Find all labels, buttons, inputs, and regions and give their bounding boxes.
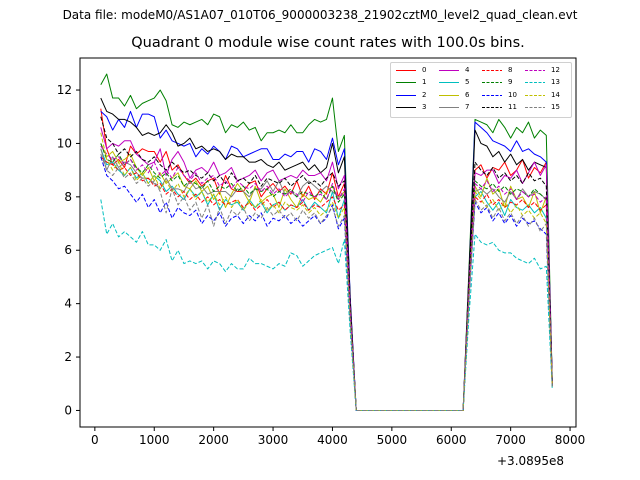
x-axis-offset-label: +3.0895e8 (497, 454, 565, 468)
legend-label: 7 (465, 103, 470, 112)
series-line-0 (100, 108, 553, 411)
legend-label: 3 (422, 103, 427, 112)
series-line-10 (100, 156, 553, 411)
series-line-3 (100, 97, 553, 411)
series-line-14 (100, 132, 553, 411)
legend-swatch (482, 70, 502, 71)
x-tick-label: 5000 (377, 433, 408, 447)
chart-legend: 0 1 2 3 4 5 6 7 8 9 10 11 12 13 14 15 (390, 62, 572, 118)
series-line-9 (100, 143, 553, 411)
legend-label: 11 (508, 103, 517, 112)
x-tick-label: 2000 (198, 433, 229, 447)
x-axis-ticks: 0 1000 2000 3000 4000 5000 6000 7000 8000 (91, 427, 585, 447)
legend-label: 8 (508, 66, 513, 74)
y-tick-label: 10 (57, 136, 72, 150)
legend-swatch (482, 94, 502, 96)
legend-swatch (439, 107, 459, 109)
legend-label: 1 (422, 78, 427, 87)
x-tick-label: 7000 (495, 433, 526, 447)
series-line-2 (100, 110, 553, 411)
x-tick-label: 1000 (139, 433, 170, 447)
chart-title: Quadrant 0 module wise count rates with … (131, 35, 525, 51)
legend-swatch (525, 82, 545, 84)
legend-swatch (396, 107, 416, 109)
legend-swatch (396, 82, 416, 84)
legend-label: 9 (508, 78, 513, 87)
axes-border (79, 57, 577, 428)
y-tick-label: 4 (64, 297, 72, 311)
legend-swatch (396, 70, 416, 71)
legend-swatch (482, 107, 502, 109)
figure-suptitle: Data file: modeM0/AS1A07_010T06_90000032… (62, 8, 578, 22)
y-tick-label: 12 (57, 83, 72, 97)
legend-swatch (396, 94, 416, 96)
legend-label: 13 (551, 78, 560, 87)
y-tick-label: 6 (64, 243, 72, 257)
series-line-1 (100, 73, 553, 411)
series-line-15 (100, 153, 553, 411)
series-line-4 (100, 127, 553, 411)
legend-swatch (525, 107, 545, 109)
y-tick-label: 2 (64, 350, 72, 364)
legend-swatch (439, 82, 459, 84)
legend-label: 4 (465, 66, 470, 74)
legend-label: 5 (465, 78, 470, 87)
legend-swatch (482, 82, 502, 84)
legend-swatch (439, 94, 459, 96)
legend-label: 6 (465, 90, 470, 99)
x-tick-label: 0 (91, 433, 99, 447)
legend-swatch (525, 70, 545, 71)
series-line-12 (100, 145, 553, 411)
x-tick-label: 3000 (258, 433, 289, 447)
legend-label: 14 (551, 90, 560, 99)
axes-frame (79, 57, 577, 428)
y-axis-ticks: 0 2 4 6 8 10 12 (57, 83, 80, 417)
series-line-8 (100, 156, 553, 411)
plot-lines (100, 73, 553, 411)
x-tick-label: 6000 (436, 433, 467, 447)
legend-swatch (439, 70, 459, 71)
x-tick-label: 4000 (317, 433, 348, 447)
series-line-11 (100, 116, 553, 411)
series-line-5 (100, 148, 553, 411)
y-tick-label: 0 (64, 403, 72, 417)
y-tick-label: 8 (64, 190, 72, 204)
x-tick-label: 8000 (555, 433, 586, 447)
legend-swatch (525, 94, 545, 96)
legend-label: 0 (422, 66, 427, 74)
legend-label: 10 (508, 90, 517, 99)
legend-label: 15 (551, 103, 560, 112)
legend-label: 2 (422, 90, 427, 99)
legend-label: 12 (551, 66, 560, 74)
